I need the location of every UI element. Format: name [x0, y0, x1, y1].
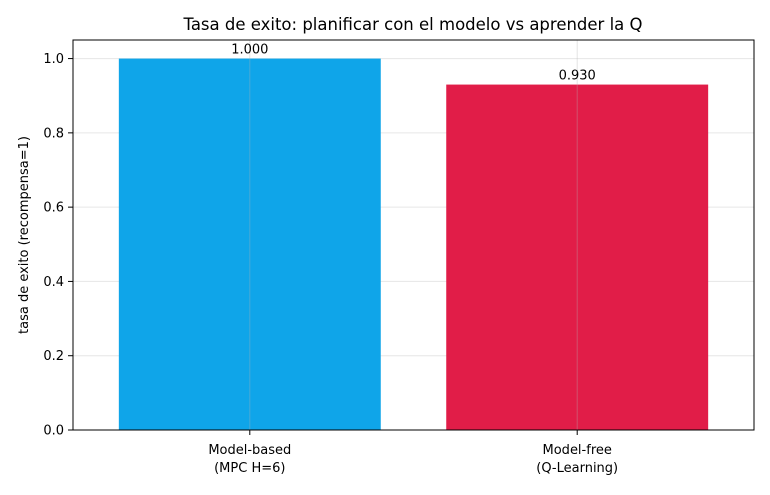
y-tick-label: 1.0 [43, 52, 64, 67]
y-axis-label: tasa de exito (recompensa=1) [17, 136, 32, 334]
vertical-grid [249, 40, 578, 430]
labels: 0.0 0.2 0.4 0.6 0.8 1.0 1.000 Model-based (MPC H… [43, 43, 618, 476]
bar [118, 58, 381, 430]
chart-title: Tasa de exito: planificar con el modelo … [182, 15, 642, 34]
bar-value-label: 0.930 [559, 69, 596, 84]
y-tick-label: 0.8 [43, 126, 64, 141]
bar-value-label: 1.000 [231, 43, 268, 58]
y-tick-label: 0.0 [43, 424, 64, 439]
axes [68, 39, 755, 435]
x-tick-label: (Q-Learning) [536, 461, 618, 476]
y-tick-label: 0.4 [43, 275, 64, 290]
x-tick-label: Model-free [543, 443, 612, 458]
y-tick-label: 0.6 [43, 201, 64, 216]
y-tick-label: 0.2 [43, 349, 64, 364]
bars [118, 58, 709, 431]
x-tick-label: Model-based [208, 443, 291, 458]
bar [446, 84, 709, 431]
x-tick-label: (MPC H=6) [214, 461, 285, 476]
plot-frame [72, 39, 755, 431]
